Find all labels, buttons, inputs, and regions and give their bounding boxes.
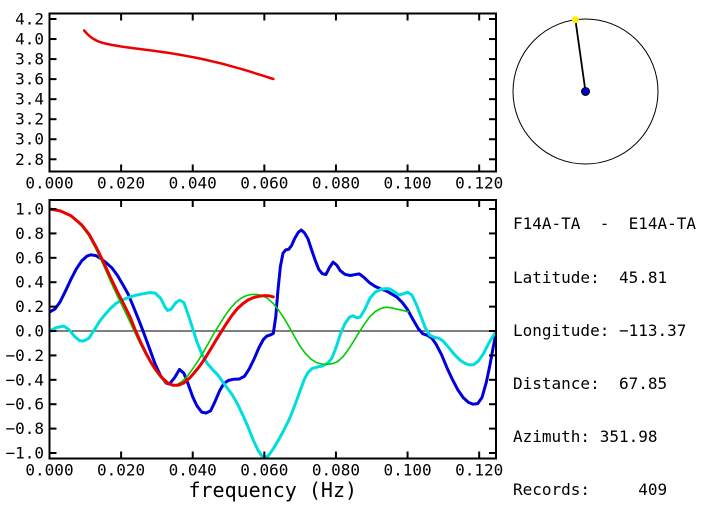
y-tick-label: 2.8 bbox=[15, 150, 44, 169]
longitude-line: Longitude: −113.37 bbox=[513, 320, 687, 340]
x-tick-label: 0.060 bbox=[240, 174, 288, 193]
azimuth-needle bbox=[574, 19, 587, 92]
azimuth-ring bbox=[512, 18, 659, 165]
y-tick-label: −1.0 bbox=[5, 444, 44, 463]
y-tick-label: 3.8 bbox=[15, 50, 44, 69]
latitude-line: Latitude: 45.81 bbox=[513, 267, 668, 287]
station-info-block: F14A-TA - E14A-TA Latitude: 45.81 Longit… bbox=[513, 180, 696, 519]
x-tick-label: 0.120 bbox=[455, 174, 503, 193]
y-tick-label: 0.0 bbox=[15, 322, 44, 341]
x-tick-label: 0.020 bbox=[97, 174, 145, 193]
y-tick-label: 3.0 bbox=[15, 130, 44, 149]
y-tick-label: 4.0 bbox=[15, 30, 44, 49]
y-tick-label: −0.4 bbox=[5, 370, 44, 389]
group-velocity-plot-frame[interactable] bbox=[48, 12, 497, 173]
x-tick-label: 0.000 bbox=[25, 461, 73, 480]
x-tick-label: 0.100 bbox=[383, 174, 431, 193]
y-tick-label: 3.6 bbox=[15, 70, 44, 89]
y-tick-label: 0.2 bbox=[15, 297, 44, 316]
station-pair-title: F14A-TA - E14A-TA bbox=[513, 214, 697, 234]
y-tick-label: 4.2 bbox=[15, 10, 44, 29]
records-line: Records: 409 bbox=[513, 479, 668, 499]
origin-dot bbox=[581, 87, 590, 96]
y-tick-label: 3.2 bbox=[15, 110, 44, 129]
series-red-fit-curve bbox=[49, 207, 275, 387]
y-tick-label: −0.2 bbox=[5, 346, 44, 365]
x-tick-label: 0.000 bbox=[25, 174, 73, 193]
series-green-curve bbox=[49, 208, 410, 387]
x-tick-label: 0.100 bbox=[383, 461, 431, 480]
distance-line: Distance: 67.85 bbox=[513, 373, 668, 393]
y-tick-label: 0.6 bbox=[15, 248, 44, 267]
y-tick-label: −0.6 bbox=[5, 395, 44, 414]
series-red-velocity-curve bbox=[82, 29, 275, 81]
x-tick-label: 0.060 bbox=[240, 461, 288, 480]
series-cyan-curve bbox=[49, 287, 496, 459]
x-axis-label: frequency (Hz) bbox=[188, 478, 357, 502]
y-tick-label: 1.0 bbox=[15, 200, 44, 219]
x-tick-label: 0.040 bbox=[169, 174, 217, 193]
x-tick-label: 0.040 bbox=[169, 461, 217, 480]
correlation-plot-frame[interactable] bbox=[48, 199, 497, 460]
x-tick-label: 0.080 bbox=[312, 461, 360, 480]
azimuth-line: Azimuth: 351.98 bbox=[513, 426, 658, 446]
azimuth-dot bbox=[571, 16, 579, 24]
series-blue-curve bbox=[49, 228, 496, 415]
y-tick-label: −0.8 bbox=[5, 419, 44, 438]
y-tick-label: 3.4 bbox=[15, 90, 44, 109]
x-tick-label: 0.080 bbox=[312, 174, 360, 193]
y-tick-label: 0.8 bbox=[15, 224, 44, 243]
x-tick-label: 0.120 bbox=[455, 461, 503, 480]
x-tick-label: 0.020 bbox=[97, 461, 145, 480]
y-tick-label: 0.4 bbox=[15, 273, 44, 292]
